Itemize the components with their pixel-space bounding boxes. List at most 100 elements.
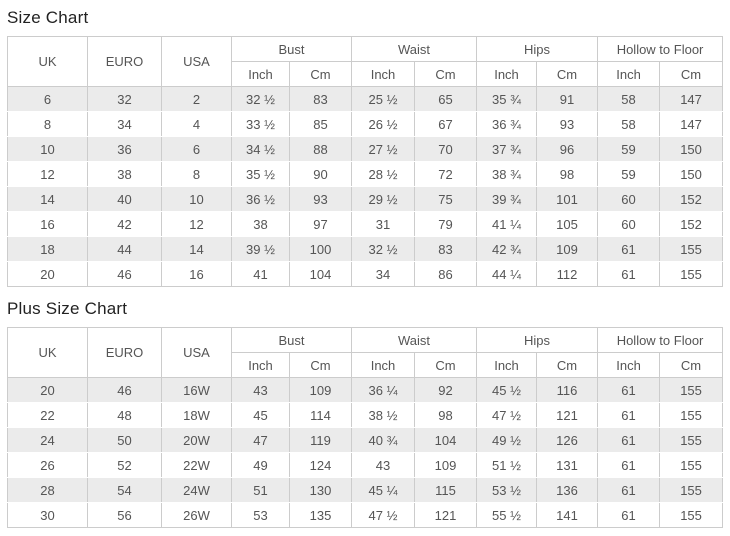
table-cell: 61 [597, 477, 661, 503]
table-row: 16 42 12 38 97 31 79 41 ¼ 105 60 152 [7, 211, 724, 237]
subcolumn-hips-cm: Cm [536, 61, 599, 87]
column-header-usa: USA [161, 327, 232, 378]
header-row-groups: UK EURO USA Bust Waist Hips Hollow to Fl… [7, 327, 724, 378]
table-cell: 58 [597, 111, 661, 137]
subcolumn-hips-inch: Inch [476, 352, 538, 378]
table-cell: 20W [161, 427, 232, 453]
table-cell: 36 ¾ [476, 111, 538, 137]
subcolumn-bust-cm: Cm [288, 352, 353, 378]
table-cell: 18W [161, 402, 232, 428]
table-cell: 58 [597, 86, 661, 112]
table-cell: 47 [231, 427, 290, 453]
table-cell: 83 [414, 236, 478, 262]
table-cell: 10 [161, 186, 232, 212]
table-cell: 39 ½ [231, 236, 290, 262]
plus-size-chart-title: Plus Size Chart [7, 299, 128, 318]
table-cell: 135 [288, 502, 353, 528]
table-cell: 27 ½ [351, 136, 416, 162]
table-cell: 61 [597, 452, 661, 478]
table-cell: 155 [659, 236, 724, 262]
table-row: 24 50 20W 47 119 40 ¾ 104 49 ½ 126 61 155 [7, 427, 724, 453]
table-cell: 155 [659, 477, 724, 503]
column-header-uk: UK [7, 36, 88, 87]
column-group-hips: Hips [476, 36, 599, 62]
subcolumn-hollow-inch: Inch [597, 61, 661, 87]
table-cell: 31 [351, 211, 416, 237]
table-cell: 61 [597, 427, 661, 453]
table-cell: 24W [161, 477, 232, 503]
table-cell: 35 ½ [231, 161, 290, 187]
header-row-units: Inch Cm Inch Cm Inch Cm Inch Cm [8, 352, 724, 378]
size-chart-table: UK EURO USA Bust Waist Hips Hollow to Fl… [7, 36, 724, 287]
plus-size-chart-table: UK EURO USA Bust Waist Hips Hollow to Fl… [7, 327, 724, 528]
table-row: 28 54 24W 51 130 45 ¼ 115 53 ½ 136 61 155 [7, 477, 724, 503]
table-cell: 72 [414, 161, 478, 187]
table-cell: 14 [7, 186, 88, 212]
table-cell: 115 [414, 477, 478, 503]
table-row: 6 32 2 32 ½ 83 25 ½ 65 35 ¾ 91 58 147 [7, 86, 724, 112]
table-cell: 38 [231, 211, 290, 237]
table-cell: 20 [7, 261, 88, 287]
table-cell: 32 ½ [231, 86, 290, 112]
table-row: 14 40 10 36 ½ 93 29 ½ 75 39 ¾ 101 60 152 [7, 186, 724, 212]
table-cell: 29 ½ [351, 186, 416, 212]
table-cell: 14 [161, 236, 232, 262]
size-chart-title: Size Chart [7, 8, 89, 27]
table-row: 22 48 18W 45 114 38 ½ 98 47 ½ 121 61 155 [7, 402, 724, 428]
table-cell: 112 [536, 261, 599, 287]
table-cell: 32 ½ [351, 236, 416, 262]
table-cell: 155 [659, 502, 724, 528]
table-cell: 2 [161, 86, 232, 112]
table-cell: 26W [161, 502, 232, 528]
table-cell: 90 [288, 161, 353, 187]
table-cell: 53 [231, 502, 290, 528]
table-cell: 92 [414, 377, 478, 403]
table-header: UK EURO USA Bust Waist Hips Hollow to Fl… [7, 327, 724, 378]
table-cell: 22 [7, 402, 88, 428]
table-cell: 121 [414, 502, 478, 528]
column-group-hollow-to-floor: Hollow to Floor [597, 327, 724, 353]
table-cell: 45 [231, 402, 290, 428]
table-cell: 36 ½ [231, 186, 290, 212]
table-cell: 34 ½ [231, 136, 290, 162]
table-cell: 97 [288, 211, 353, 237]
table-cell: 46 [87, 261, 162, 287]
table-cell: 40 [87, 186, 162, 212]
header-row-units: Inch Cm Inch Cm Inch Cm Inch Cm [8, 61, 724, 87]
table-cell: 30 [7, 502, 88, 528]
subcolumn-hollow-inch: Inch [597, 352, 661, 378]
table-cell: 34 [87, 111, 162, 137]
table-row: 30 56 26W 53 135 47 ½ 121 55 ½ 141 61 155 [7, 502, 724, 528]
subcolumn-hollow-cm: Cm [659, 352, 724, 378]
table-body: 6 32 2 32 ½ 83 25 ½ 65 35 ¾ 91 58 147 8 34 4 33 ½ 85 26 … [7, 86, 724, 287]
table-cell: 61 [597, 402, 661, 428]
table-cell: 141 [536, 502, 599, 528]
table-cell: 42 [87, 211, 162, 237]
column-group-bust: Bust [230, 36, 353, 62]
table-cell: 98 [536, 161, 599, 187]
table-cell: 45 ¼ [351, 477, 416, 503]
table-cell: 155 [659, 452, 724, 478]
table-cell: 24 [7, 427, 88, 453]
table-cell: 150 [659, 136, 724, 162]
table-cell: 91 [536, 86, 599, 112]
table-cell: 4 [161, 111, 232, 137]
subcolumn-hips-cm: Cm [536, 352, 599, 378]
table-cell: 114 [288, 402, 353, 428]
table-cell: 150 [659, 161, 724, 187]
table-cell: 101 [536, 186, 599, 212]
table-cell: 61 [597, 261, 661, 287]
table-cell: 44 [87, 236, 162, 262]
table-cell: 36 ¼ [351, 377, 416, 403]
table-cell: 65 [414, 86, 478, 112]
table-cell: 16W [161, 377, 232, 403]
table-cell: 38 [87, 161, 162, 187]
table-cell: 155 [659, 427, 724, 453]
table-cell: 152 [659, 186, 724, 212]
table-cell: 46 [87, 377, 162, 403]
table-row: 18 44 14 39 ½ 100 32 ½ 83 42 ¾ 109 61 155 [7, 236, 724, 262]
table-cell: 51 ½ [476, 452, 538, 478]
table-cell: 48 [87, 402, 162, 428]
table-cell: 136 [536, 477, 599, 503]
table-cell: 104 [288, 261, 353, 287]
